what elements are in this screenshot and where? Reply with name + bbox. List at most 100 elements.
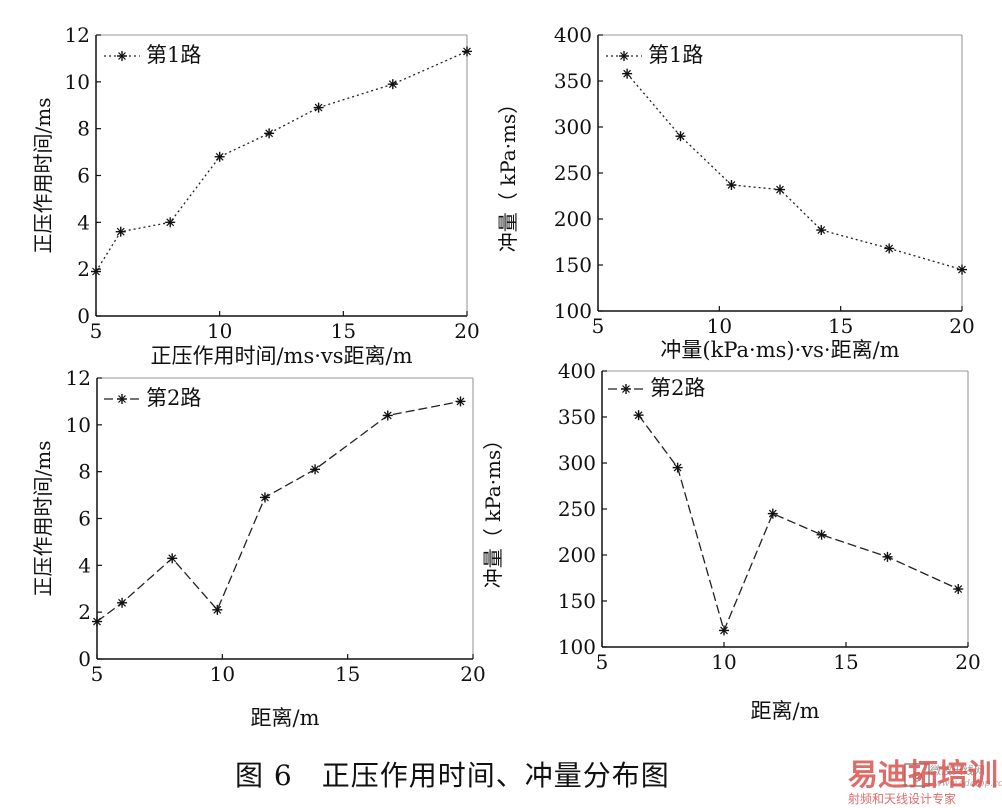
y-tick-label: 200 xyxy=(554,207,592,231)
legend: 第1路 xyxy=(606,43,703,67)
x-tick-label: 5 xyxy=(90,319,103,343)
y-tick-label: 300 xyxy=(554,115,592,139)
y-tick-label: 250 xyxy=(554,161,592,185)
x-axis-label: 距离/m xyxy=(251,706,320,730)
legend-marker-d2 xyxy=(118,52,126,60)
y-tick-label: 4 xyxy=(77,210,90,234)
x-tick-label: 20 xyxy=(460,662,485,686)
x-tick-label: 15 xyxy=(335,662,360,686)
data-point-6 xyxy=(313,102,324,113)
data-point-5-d2 xyxy=(817,530,826,539)
legend-marker xyxy=(117,394,127,404)
legend-marker-d2 xyxy=(622,385,630,393)
data-point-1-d2 xyxy=(623,69,632,78)
data-point-4 xyxy=(775,184,785,195)
data-point-3-d2 xyxy=(727,181,736,189)
data-point-2 xyxy=(675,131,686,142)
data-point-2 xyxy=(115,226,126,237)
data-point-1-d2 xyxy=(92,267,100,276)
data-point-6-d2 xyxy=(885,244,894,253)
y-tick-label: 100 xyxy=(554,299,592,323)
data-point-2-d2 xyxy=(676,132,685,141)
x-tick-label: 20 xyxy=(454,319,479,343)
data-point-3-d2 xyxy=(168,554,177,563)
legend-label: 第1路 xyxy=(648,43,703,67)
data-point-4-d2 xyxy=(215,152,224,161)
y-tick-label: 6 xyxy=(78,507,91,531)
data-point-4 xyxy=(767,508,778,519)
x-tick-label: 15 xyxy=(828,314,853,338)
data-point-5 xyxy=(264,128,275,139)
y-tick-label: 10 xyxy=(65,70,90,94)
x-axis-label: 冲量(kPa·ms)·vs·距离/m xyxy=(660,338,899,362)
y-tick-label: 10 xyxy=(66,413,91,437)
y-tick-label: 4 xyxy=(78,553,91,577)
y-axis-label: 正压作用时间/ms xyxy=(31,441,55,597)
x-tick-label: 15 xyxy=(331,319,356,343)
legend-marker xyxy=(117,51,127,61)
svg-text:◎: ◎ xyxy=(912,769,922,783)
data-point-4 xyxy=(214,151,225,162)
chart-3: 5 10 15 20 0 2 4 6 8 10 12 距离/m 正压作用时间/ms 第2路 xyxy=(31,366,486,730)
data-point-4-d2 xyxy=(776,185,784,194)
data-point-6-d2 xyxy=(311,465,320,474)
data-point-3-d2 xyxy=(166,218,175,227)
series-line-1 xyxy=(626,73,963,271)
watermark-brand: 易迪拓培训 xyxy=(848,758,998,793)
x-tick-label: 10 xyxy=(707,314,732,338)
legend-label: 第2路 xyxy=(650,376,705,400)
data-point-2-d2 xyxy=(118,598,126,607)
x-tick-label: 5 xyxy=(91,662,104,686)
data-point-3-d2 xyxy=(720,626,728,635)
x-tick-label: 15 xyxy=(833,650,858,674)
data-point-3 xyxy=(165,217,176,228)
data-point-6-d2 xyxy=(883,552,892,561)
data-point-6-d2 xyxy=(314,103,323,112)
data-point-7 xyxy=(382,410,393,421)
data-point-1 xyxy=(622,68,633,79)
data-point-1-d2 xyxy=(93,617,101,626)
y-tick-label: 400 xyxy=(558,359,596,383)
chart-1: 5 10 15 20 0 2 4 6 8 10 12 正压作用时间/ms·vs距离/m 正压作用时间/m… xyxy=(31,23,480,368)
data-point-4 xyxy=(212,604,223,615)
legend-marker-d2 xyxy=(620,52,628,60)
y-tick-label: 350 xyxy=(558,405,596,429)
data-point-6 xyxy=(882,551,893,562)
data-point-4-d2 xyxy=(213,605,222,614)
y-tick-label: 150 xyxy=(558,589,596,613)
data-point-1 xyxy=(633,410,644,421)
x-tick-label: 10 xyxy=(207,319,232,343)
data-point-7 xyxy=(953,584,964,595)
chart-4: 5 10 15 20 100 150 200 250 300 350 400 距离/m 冲量（ kPa·… xyxy=(481,359,981,723)
data-point-1-d2 xyxy=(634,411,643,420)
y-tick-label: 200 xyxy=(558,543,596,567)
y-tick-label: 2 xyxy=(78,600,91,624)
data-point-5-d2 xyxy=(817,226,826,234)
data-point-8 xyxy=(455,396,466,407)
x-axis-label: 距离/m xyxy=(751,699,820,723)
x-tick-label: 10 xyxy=(210,662,235,686)
data-point-1 xyxy=(91,266,101,277)
y-tick-label: 12 xyxy=(65,23,90,47)
legend-label: 第1路 xyxy=(146,43,201,67)
legend-marker xyxy=(621,384,631,394)
legend-marker-d2 xyxy=(118,395,126,403)
figure-caption: 图 6 正压作用时间、冲量分布图 xyxy=(235,759,670,792)
chart-2: 5 10 15 20 100 150 200 250 300 350 400 冲量(kPa·ms)·v… xyxy=(496,23,975,362)
watermark: ◎ 微波天线网 www.edatop.com 易迪拓培训 射频和天线设计专家 xyxy=(848,758,1002,806)
data-point-7 xyxy=(957,264,967,275)
y-tick-label: 8 xyxy=(77,117,90,141)
data-point-8-d2 xyxy=(456,397,465,406)
data-point-6 xyxy=(310,464,321,475)
x-tick-label: 10 xyxy=(711,650,736,674)
y-axis-label: 冲量（ kPa·ms） xyxy=(496,94,520,253)
data-point-5 xyxy=(259,492,270,503)
data-point-1 xyxy=(92,616,102,627)
watermark-logo-icon: ◎ xyxy=(904,763,930,787)
data-point-2-d2 xyxy=(673,463,682,472)
x-tick-label: 5 xyxy=(592,314,605,338)
x-tick-label: 5 xyxy=(596,650,609,674)
y-tick-label: 0 xyxy=(78,647,91,671)
data-point-5-d2 xyxy=(265,129,274,138)
